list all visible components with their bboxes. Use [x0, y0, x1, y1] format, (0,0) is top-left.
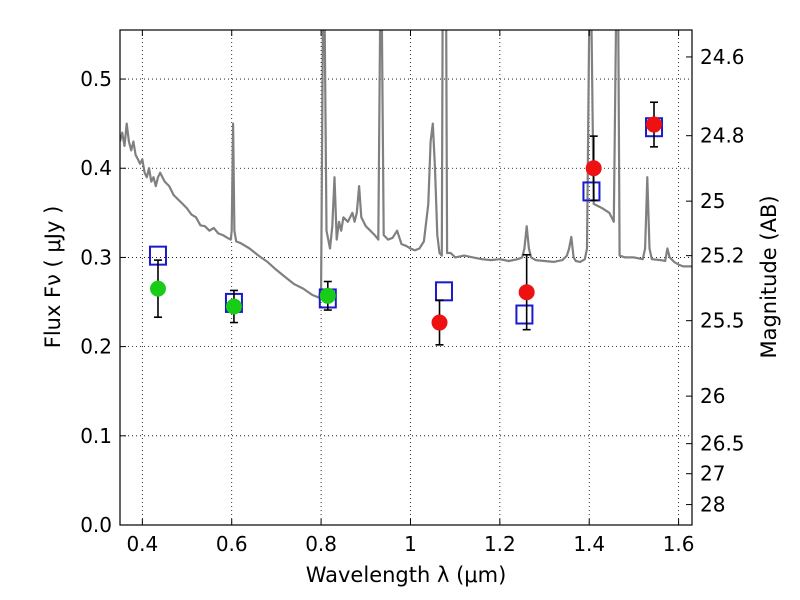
x-tick-label: 1.6: [663, 532, 695, 556]
y2-tick-label: 27: [700, 462, 725, 486]
y2-tick-label: 24.6: [700, 45, 745, 69]
y2-tick-label: 25.5: [700, 309, 745, 333]
red-data-point: [585, 160, 602, 177]
red-data-point: [518, 284, 535, 301]
green-data-point: [225, 298, 242, 315]
y-tick-label: 0.0: [80, 513, 112, 537]
x-tick-label: 1.2: [484, 532, 516, 556]
y2-axis-title: Magnitude (AB): [757, 195, 781, 358]
model-square-point: [515, 304, 534, 325]
spectrum-line: [120, 30, 692, 299]
plot-background: [120, 30, 692, 525]
x-tick-label: 0.6: [216, 532, 248, 556]
plot-frame: [119, 29, 693, 526]
green-data-point: [319, 287, 336, 304]
x-tick-label: 0.8: [305, 532, 337, 556]
x-axis-title: Wavelength λ (μm): [306, 563, 507, 587]
y2-tick-label: 24.8: [700, 124, 745, 148]
red-data-point: [646, 116, 663, 133]
y-tick-label: 0.3: [80, 245, 112, 269]
x-tick-label: 0.4: [126, 532, 158, 556]
y-tick-label: 0.4: [80, 156, 112, 180]
red-data-point: [431, 314, 448, 331]
y2-tick-label: 25.2: [700, 244, 745, 268]
y-tick-label: 0.2: [80, 335, 112, 359]
y2-tick-label: 26.5: [700, 432, 745, 456]
green-data-point: [149, 280, 166, 297]
y-tick-label: 0.5: [80, 67, 112, 91]
x-tick-label: 1.4: [573, 532, 605, 556]
y2-tick-label: 25: [700, 189, 725, 213]
x-tick-label: 1: [404, 532, 417, 556]
y-tick-label: 0.1: [80, 424, 112, 448]
model-square-point: [434, 281, 453, 302]
y2-tick-label: 26: [700, 384, 725, 408]
axes: 0.4 0.6 0.8 1 1.2 1.4 1.6 0.0 0.1 0.2 0.3 0.4 0.5 24.…: [80, 30, 745, 556]
y2-tick-label: 28: [700, 493, 725, 517]
plot-area: [120, 30, 692, 346]
y-axis-title: Flux Fν ( μJy ): [41, 206, 65, 349]
